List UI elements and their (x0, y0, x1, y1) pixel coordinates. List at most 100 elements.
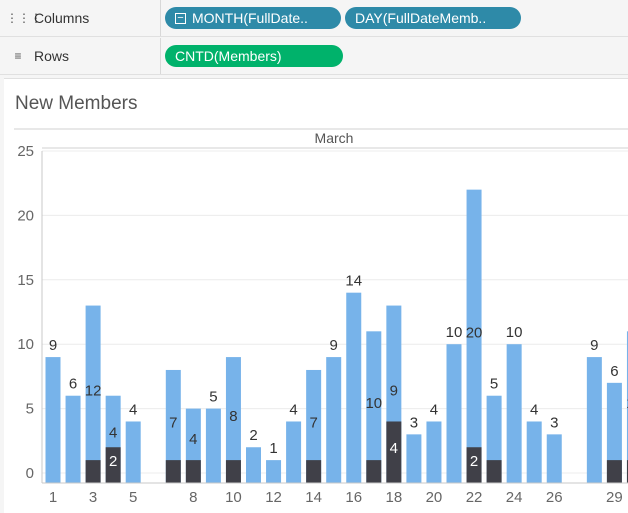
bar (446, 344, 462, 483)
x-tick-label: 24 (506, 489, 523, 506)
bar (165, 369, 181, 483)
rows-icon: ≡ (14, 49, 22, 63)
bar-value-label: 9 (590, 337, 598, 354)
dark-bar (306, 460, 322, 483)
y-tick-label: 10 (17, 336, 34, 353)
dark-bar (165, 460, 181, 483)
dark-bar-value-label: 4 (390, 440, 398, 457)
bar-value-label: 7 (309, 414, 317, 431)
dark-bar (105, 447, 121, 483)
bar-value-label: 2 (249, 427, 257, 444)
bar-value-label: 1 (269, 440, 277, 457)
x-tick-label: 26 (546, 489, 563, 506)
bar (326, 357, 342, 483)
y-tick-label: 0 (26, 465, 34, 482)
cntd-members-pill[interactable]: CNTD(Members) (165, 45, 343, 67)
bar-value-label: 10 (446, 324, 463, 341)
columns-icon: ⋮⋮⋮ (6, 11, 42, 25)
bar (266, 460, 282, 483)
bar (306, 369, 322, 483)
bar (406, 434, 422, 483)
bar (85, 305, 101, 483)
bar (286, 421, 302, 483)
collapse-icon[interactable]: − (175, 12, 186, 24)
x-tick-label: 20 (426, 489, 443, 506)
bar-value-label: 14 (345, 273, 362, 290)
month-pill-label: MONTH(FullDate.. (192, 10, 308, 26)
bar-value-label: 9 (330, 337, 338, 354)
bar (205, 408, 221, 483)
dark-bar (486, 460, 502, 483)
bar-value-label: 4 (129, 401, 137, 418)
dark-bar (366, 460, 382, 483)
bar-value-label: 4 (189, 431, 197, 448)
bar-value-label: 4 (109, 424, 117, 441)
bar (526, 421, 542, 483)
columns-shelf: ⋮⋮⋮ Columns − MONTH(FullDate.. DAY(FullD… (0, 0, 628, 37)
y-tick-label: 25 (17, 143, 34, 160)
month-pill[interactable]: − MONTH(FullDate.. (165, 7, 341, 29)
bar (506, 344, 522, 483)
x-tick-label: 8 (189, 489, 197, 506)
x-tick-label: 22 (466, 489, 483, 506)
bar (426, 421, 442, 483)
bar-value-label: 9 (390, 382, 398, 399)
x-tick-label: 18 (386, 489, 403, 506)
rows-label: Rows (34, 48, 70, 64)
x-tick-label: 1 (49, 489, 57, 506)
rows-shelf-label: ≡ Rows (0, 38, 161, 74)
y-tick-label: 5 (26, 401, 34, 418)
x-tick-label: 3 (89, 489, 97, 506)
x-tick-label: 10 (225, 489, 242, 506)
dark-bar (85, 460, 101, 483)
x-tick-label: 16 (345, 489, 362, 506)
bar (366, 331, 382, 483)
bar-value-label: 9 (49, 337, 57, 354)
bar-value-label: 10 (365, 395, 382, 412)
dark-bar (185, 460, 201, 483)
bar (125, 421, 141, 483)
day-pill[interactable]: DAY(FullDateMemb.. (345, 7, 521, 29)
dark-bar (225, 460, 241, 483)
chart-title: New Members (15, 93, 138, 114)
dark-bar-value-label: 2 (470, 453, 478, 470)
bar (225, 357, 241, 483)
bar-value-label: 5 (209, 389, 217, 406)
bar (346, 292, 362, 483)
dark-bar (626, 460, 628, 483)
bar (466, 189, 482, 483)
bar (65, 395, 81, 483)
dark-bar-value-label: 2 (109, 453, 117, 470)
y-tick-label: 15 (17, 272, 34, 289)
bar-value-label: 10 (506, 324, 523, 341)
columns-shelf-label: ⋮⋮⋮ Columns (0, 0, 161, 36)
dark-bar (466, 447, 482, 483)
dark-bar (386, 421, 402, 483)
y-tick-label: 20 (17, 207, 34, 224)
bar-value-label: 4 (289, 401, 297, 418)
bar (606, 382, 622, 483)
bar (246, 447, 261, 483)
bar-value-label: 6 (610, 363, 618, 380)
bar-value-label: 7 (169, 414, 177, 431)
bar-value-label: 4 (430, 401, 438, 418)
bar (45, 357, 61, 483)
bar-value-label: 10 (626, 395, 628, 412)
month-header: March (315, 130, 354, 146)
x-tick-label: 29 (606, 489, 623, 506)
x-tick-label: 12 (265, 489, 282, 506)
x-tick-label: 5 (129, 489, 137, 506)
columns-label: Columns (34, 10, 90, 26)
bar (546, 434, 562, 483)
bar-value-label: 8 (229, 408, 237, 425)
bar-value-label: 3 (410, 414, 418, 431)
chart-canvas: New Members March 0 5 10 15 20 25 9 6 12 4 4 7 4 5 8 2 1 4… (4, 78, 628, 513)
bar (626, 331, 628, 483)
bar (586, 357, 602, 483)
bar-value-label: 4 (530, 401, 538, 418)
bar-value-label: 5 (490, 376, 498, 393)
cntd-members-pill-label: CNTD(Members) (175, 48, 282, 64)
bar-value-label: 6 (69, 376, 77, 393)
dark-bar (606, 460, 622, 483)
